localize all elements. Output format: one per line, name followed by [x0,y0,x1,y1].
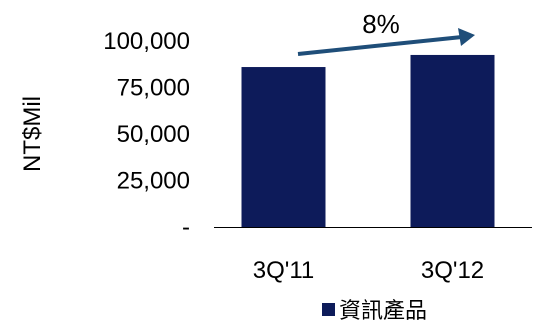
y-tick-label: 25,000 [117,168,190,195]
legend-label: 資訊產品 [339,299,427,324]
legend-swatch [322,303,335,316]
y-tick-label: 50,000 [117,121,190,148]
y-tick-label: 75,000 [117,75,190,102]
growth-annotation: 8% [297,9,475,56]
bar [241,67,326,227]
x-tick-label: 3Q'12 [421,257,484,284]
y-axis-title: NT$Mil [19,96,46,172]
growth-annotation-label: 8% [362,9,400,39]
x-tick-label: 3Q'11 [253,257,315,284]
bar [410,54,495,228]
bars [241,54,495,228]
growth-arrow-head [458,28,475,46]
legend: 資訊產品 [322,299,427,324]
y-tick-label: 100,000 [103,28,190,55]
growth-arrow [297,35,463,56]
y-tick-label: - [182,214,190,241]
y-axis-ticks: - 25,000 50,000 75,000 100,000 [103,28,190,241]
x-axis-ticks: 3Q'11 3Q'12 [253,257,484,284]
